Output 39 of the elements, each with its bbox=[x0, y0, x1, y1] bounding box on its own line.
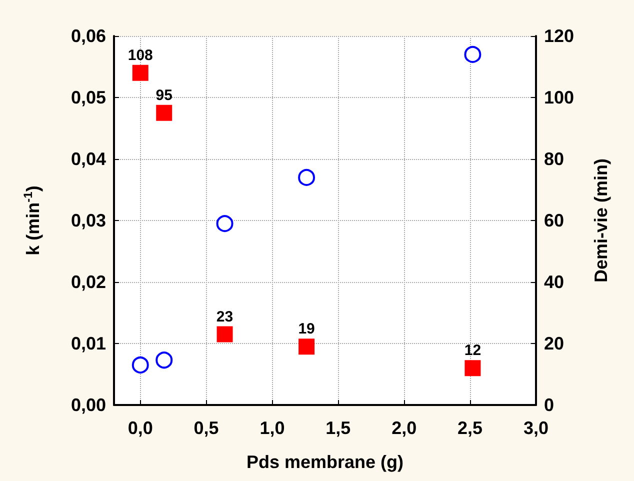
x-axis-title: Pds membrane (g) bbox=[246, 452, 404, 472]
point bbox=[298, 338, 315, 355]
point bbox=[132, 64, 148, 81]
data-label: 19 bbox=[298, 320, 315, 338]
point bbox=[464, 46, 482, 63]
y2-tick-label: 80 bbox=[544, 149, 564, 169]
y-tick-label: 0,02 bbox=[70, 272, 106, 292]
y-tick-label: 0,03 bbox=[70, 210, 106, 230]
y2-axis-title: Demi-vie (min) bbox=[591, 158, 611, 283]
data-label: 12 bbox=[464, 342, 482, 360]
point bbox=[132, 356, 149, 374]
x-tick-label: 0,5 bbox=[194, 418, 219, 438]
y-tick-label: 0,00 bbox=[70, 395, 106, 415]
y-tick-label: 0,04 bbox=[70, 149, 106, 169]
y2-tick-label: 0 bbox=[544, 395, 554, 415]
y-tick-label: 0,05 bbox=[70, 88, 106, 108]
y-tick-label: 0,06 bbox=[70, 26, 106, 46]
x-tick-label: 1,0 bbox=[260, 418, 285, 438]
point bbox=[216, 215, 234, 232]
point bbox=[216, 326, 233, 342]
point bbox=[156, 104, 172, 121]
data-label: 108 bbox=[128, 46, 153, 64]
point bbox=[298, 168, 316, 186]
y-tick-label: 0,01 bbox=[70, 334, 106, 354]
point bbox=[156, 352, 173, 369]
x-tick-label: 0,0 bbox=[128, 418, 153, 438]
y2-tick-label: 20 bbox=[544, 334, 564, 354]
x-tick-label: 3,0 bbox=[523, 418, 549, 438]
point bbox=[464, 360, 481, 376]
y2-tick-label: 120 bbox=[544, 26, 574, 46]
data-label: 95 bbox=[156, 86, 172, 104]
y-axis-title: k (min-1) bbox=[21, 186, 43, 256]
y2-tick-label: 100 bbox=[544, 88, 574, 108]
y2-tick-label: 40 bbox=[544, 272, 564, 292]
x-tick-label: 2,0 bbox=[392, 418, 417, 438]
data-label: 23 bbox=[216, 308, 234, 326]
y2-tick-label: 60 bbox=[544, 210, 564, 230]
x-tick-label: 1,5 bbox=[326, 418, 351, 438]
x-tick-label: 2,5 bbox=[458, 418, 483, 438]
